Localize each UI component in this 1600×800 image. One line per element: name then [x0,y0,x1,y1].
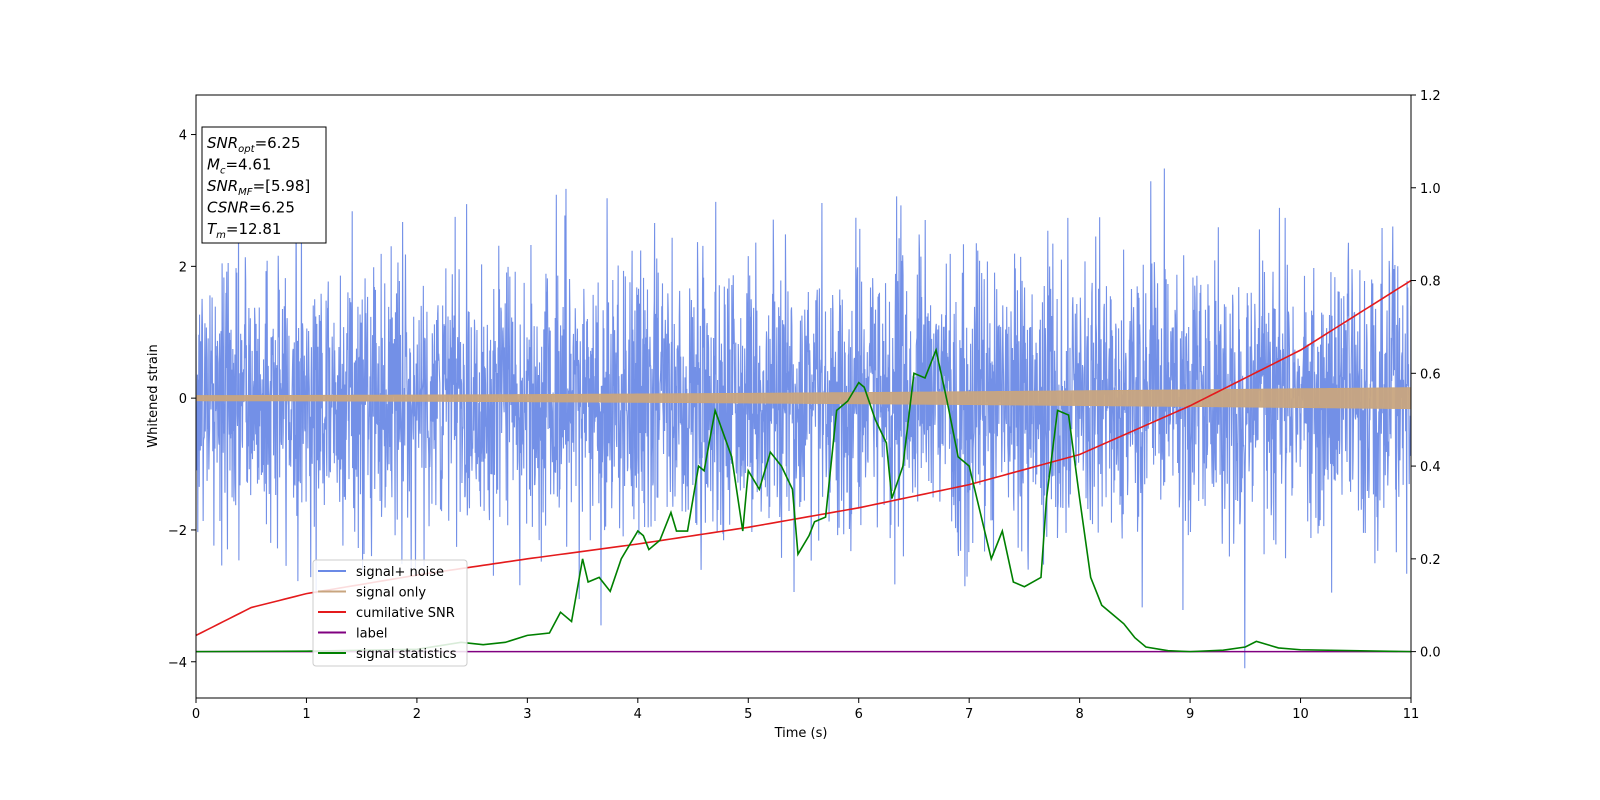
y-axis-label: Whitened strain [146,344,161,447]
legend-frame [312,559,468,667]
x-tick-label: 5 [744,707,752,722]
y-tick-label: 4 [179,129,187,144]
annotation-frame [201,126,327,244]
y2-tick-label: 0.6 [1420,367,1441,382]
y-tick-label: 0 [179,392,187,407]
legend-label-signal-noise: signal+ noise [356,565,444,580]
axes: 0 1 2 3 4 5 6 7 8 9 10 11 −4 −2 0 2 4 0.0 0.2 0.4 0.6 0.8 1.0 1… [168,89,1441,722]
x-tick-label: 2 [413,707,421,722]
annotation-line: SNRopt=6.25 [207,134,301,155]
plot-area [196,168,1411,669]
y2-tick-label: 0.8 [1420,275,1441,290]
legend: signal+ noise signal only cumilative SNR la… [312,559,468,667]
annotation-line: CSNR=6.25 [207,199,295,217]
legend-label-cumilative-snr: cumilative SNR [356,606,455,621]
annotation-line: Tm=12.81 [207,220,281,241]
y2-tick-label: 0.4 [1420,460,1441,475]
y-tick-label: −2 [168,524,187,539]
x-tick-label: 11 [1403,707,1420,722]
legend-label-signal-statistics: signal statistics [356,647,457,662]
x-tick-label: 3 [523,707,531,722]
x-tick-label: 9 [1186,707,1194,722]
y2-tick-label: 0.0 [1420,646,1441,661]
x-tick-label: 8 [1075,707,1083,722]
legend-label-label: label [356,627,387,642]
x-tick-label: 4 [634,707,642,722]
legend-label-signal-only: signal only [356,586,426,601]
y2-tick-label: 1.2 [1420,89,1441,104]
y-tick-label: −4 [168,656,187,671]
annotation-line: SNRMF=[5.98] [207,177,310,198]
x-tick-label: 10 [1292,707,1309,722]
plot-frame [195,94,1412,699]
y2-tick-label: 0.2 [1420,553,1441,568]
annotation-line: Mc=4.61 [207,156,271,177]
series-signal-statistics-line [196,347,1411,653]
x-tick-label: 6 [855,707,863,722]
x-tick-label: 0 [192,707,200,722]
y-tick-label: 2 [179,260,187,275]
x-axis-label: Time (s) [774,726,828,741]
x-tick-label: 7 [965,707,973,722]
series-signal-only-band [196,387,1411,410]
x-tick-label: 1 [302,707,310,722]
y2-tick-label: 1.0 [1420,182,1441,197]
